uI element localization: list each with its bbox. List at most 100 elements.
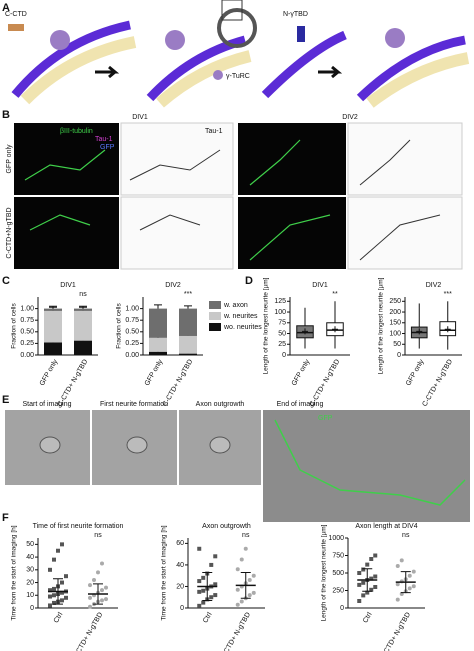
point [201,588,206,593]
bar-segment [149,308,167,338]
point [56,548,60,553]
point [365,562,370,567]
c-ctd-icon [8,24,24,31]
chart-title: DIV1 [60,282,76,289]
membrane [356,35,466,102]
gturc [385,28,405,48]
diagram: C-CTD N-γTBD γ-TuRC [5,0,470,108]
mean [332,326,338,333]
annotation: ns [94,532,102,539]
label: N-γTBD [283,11,308,18]
point [235,567,240,572]
y-tick-label: 50 [26,541,34,548]
point [201,575,206,580]
panel-label: D [245,275,253,287]
vesicle [217,8,257,48]
point [197,603,202,608]
bar-segment [149,337,167,352]
y-tick-label: 0 [282,352,286,359]
micrographs: βIII-tubulin Tau-1 GFP Tau-1 DIV1 DIV2 G… [6,114,463,270]
point [60,580,64,585]
point [201,600,206,605]
point [373,585,378,589]
annotation: *** [184,291,192,298]
point [247,593,252,598]
frame-label: Start of imaging [22,401,71,408]
y-axis-label: Length of the longest neurite [µm] [321,524,328,621]
error-bar [240,571,251,599]
stain-label: βIII-tubulin [60,128,93,135]
point [395,564,400,568]
error-bar [362,568,373,592]
x-tick-label: C-CTD+ N-gTBD [57,358,90,407]
x-tick-label: GFP only [405,358,426,387]
x-tick-label: C-CTD+ N-gTBD [309,358,342,407]
mean [444,326,451,333]
y-tick-label: 0.50 [125,329,139,336]
bar-segment [44,308,62,311]
cell [209,436,231,454]
point [407,586,412,591]
y-tick-label: 200 [389,309,401,316]
row-label: GFP only [6,144,13,174]
arrow [95,65,120,79]
x-tick-label: Ctrl [53,611,65,624]
image [120,122,234,196]
y-tick-label: 10 [26,592,34,599]
bar-segment [179,335,197,354]
bar-segment [149,351,167,355]
timelapse: Start of imaging First neurite formation… [5,401,470,522]
point [88,583,92,588]
point [365,590,370,595]
error-bar [184,305,192,309]
legend-icon [213,70,223,80]
y-tick-label: 0 [180,605,184,612]
point [52,557,56,562]
y-tick-label: 150 [389,320,401,327]
bar-segment [74,308,92,311]
point [96,570,100,575]
point [197,589,202,594]
x-tick-label: GFP only [144,358,165,387]
inset-box [221,0,243,21]
point [239,599,244,604]
annotation: ** [332,291,338,298]
point [48,603,52,608]
chart-title: Axon outgrowth [202,523,251,530]
y-tick-label: 0.50 [20,329,34,336]
neurite [129,139,441,261]
point [64,595,68,600]
x-tick-label: C-CTD+ N-gTBD [162,358,195,407]
error-bar [400,571,411,594]
point [209,595,214,600]
annotation: ns [402,532,410,539]
y-tick-label: 0 [340,605,344,612]
y-tick-label: 40 [26,554,34,561]
point [395,582,400,587]
x-tick-label: GFP only [39,358,60,387]
point [361,593,366,598]
y-tick-label: 125 [274,298,286,305]
legend-label: w. neurites [223,313,258,320]
y-tick-label: 50 [393,341,401,348]
panel-label: C [2,275,10,287]
y-tick-label: 60 [176,540,184,547]
point [197,579,202,584]
error-bar [53,578,63,605]
annotation: *** [444,291,452,298]
cortex [20,36,137,105]
stain-label: GFP [318,415,333,422]
point [52,593,56,598]
x-tick-label: C-CTD+ N-gTBD [421,358,454,407]
image [120,196,234,270]
y-axis-label: Time from the start of imaging [h] [161,525,168,620]
y-tick-label: 1.00 [20,305,34,312]
point [52,586,56,591]
gturc [50,30,70,50]
error-bar [202,571,213,601]
point [100,588,104,593]
y-tick-label: 20 [26,579,34,586]
y-tick-label: 250 [389,298,401,305]
chart-title: DIV1 [312,282,328,289]
